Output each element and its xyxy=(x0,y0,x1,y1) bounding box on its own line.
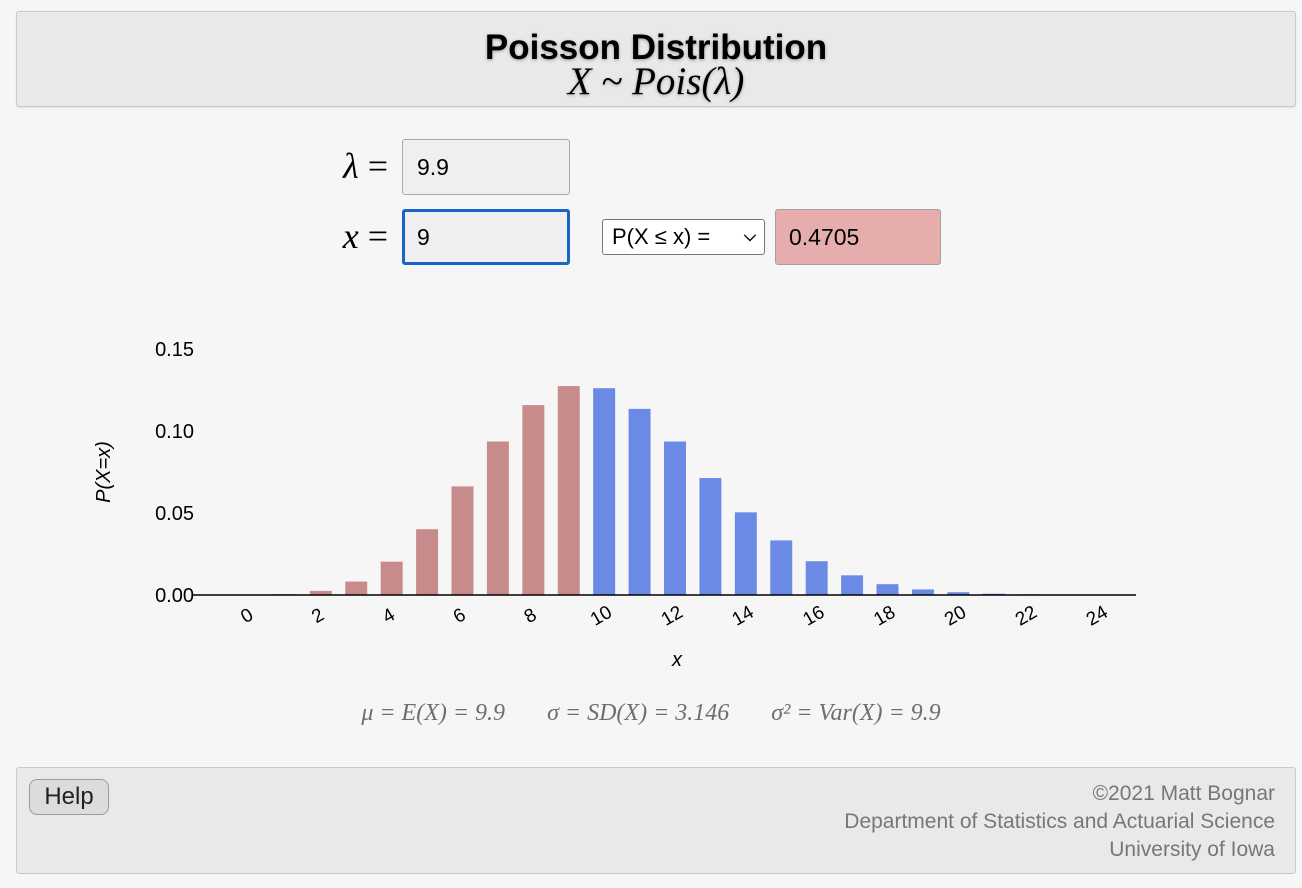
copyright-text: ©2021 Matt Bognar xyxy=(1092,782,1275,805)
x-tick-label: 18 xyxy=(870,602,899,631)
x-tick-label: 16 xyxy=(800,602,829,631)
bar-x-3 xyxy=(345,581,368,595)
x-tick-label: 6 xyxy=(450,604,470,627)
x-tick-label: 12 xyxy=(658,602,687,631)
y-tick-label: 0.10 xyxy=(155,421,194,443)
x-tick-label: 10 xyxy=(587,602,616,631)
chevron-down-icon: ⌵ xyxy=(743,228,756,245)
help-button[interactable]: Help xyxy=(29,779,109,815)
bar-x-16 xyxy=(805,561,828,595)
lambda-symbol: λ xyxy=(343,146,359,186)
bar-x-12 xyxy=(664,441,686,595)
sd-stat: σ = SD(X) = 3.146 xyxy=(547,700,730,726)
y-axis-label: P(X=x) xyxy=(93,441,115,503)
probability-result: 0.4705 xyxy=(775,209,941,265)
bar-x-20 xyxy=(947,592,970,595)
bar-x-15 xyxy=(770,540,793,595)
bar-x-10 xyxy=(593,388,616,595)
lambda-equals: = xyxy=(367,146,388,186)
header: Poisson Distribution X ~ Pois(λ) xyxy=(16,11,1296,107)
department-text: Department of Statistics and Actuarial S… xyxy=(844,810,1275,833)
bar-x-18 xyxy=(876,584,899,595)
credits: ©2021 Matt Bognar Department of Statisti… xyxy=(844,780,1275,864)
bars xyxy=(239,386,1111,595)
probability-type-select[interactable]: P(X ≤ x) = ⌵ xyxy=(602,219,765,255)
x-symbol: x xyxy=(342,216,359,256)
footer: Help ©2021 Matt Bognar Department of Sta… xyxy=(16,767,1296,874)
var-stat: σ² = Var(X) = 9.9 xyxy=(771,700,941,726)
x-tick-label: 22 xyxy=(1012,602,1041,631)
y-tick-label: 0.00 xyxy=(155,585,194,607)
x-tick-label: 14 xyxy=(729,602,758,631)
x-tick-label: 2 xyxy=(308,604,328,627)
bar-x-2 xyxy=(309,590,332,595)
bar-x-5 xyxy=(416,529,439,595)
x-axis-ticks: 0 2 4 6 8 10 12 14 16 18 20 22 24 xyxy=(237,602,1112,631)
x-tick-label: 20 xyxy=(941,602,970,631)
bar-x-6 xyxy=(451,486,474,595)
mean-stat: μ = E(X) = 9.9 xyxy=(361,700,506,726)
x-tick-label: 24 xyxy=(1083,602,1112,631)
x-input[interactable]: 9 xyxy=(402,209,570,265)
lambda-input[interactable]: 9.9 xyxy=(402,139,570,195)
page-title: Poisson Distribution xyxy=(484,28,828,67)
university-text: University of Iowa xyxy=(1109,838,1275,861)
x-tick-label: 0 xyxy=(237,604,257,627)
lambda-label: λ = xyxy=(328,146,388,186)
bar-x-11 xyxy=(628,408,651,595)
bar-x-9 xyxy=(557,386,580,595)
bar-x-4 xyxy=(380,561,403,595)
page-subtitle: X ~ Pois(λ) xyxy=(567,60,745,103)
probability-type-value: P(X ≤ x) = xyxy=(612,224,711,249)
summary-stats: μ = E(X) = 9.9 σ = SD(X) = 3.146 σ² = Va… xyxy=(0,700,1302,727)
bar-x-7 xyxy=(486,441,509,595)
x-equals: = xyxy=(367,216,388,256)
y-tick-label: 0.05 xyxy=(155,503,194,525)
bar-x-19 xyxy=(911,589,934,595)
bar-x-13 xyxy=(699,478,722,595)
y-tick-label: 0.15 xyxy=(155,339,194,361)
x-label: x = xyxy=(328,216,388,256)
x-tick-label: 8 xyxy=(521,604,541,627)
bar-x-17 xyxy=(841,575,864,595)
bar-x-14 xyxy=(734,512,757,595)
x-axis-label: x xyxy=(671,649,683,671)
y-axis-ticks: 0.00 0.05 0.10 0.15 xyxy=(155,339,194,607)
x-tick-label: 4 xyxy=(379,604,399,628)
bar-x-8 xyxy=(522,405,545,595)
